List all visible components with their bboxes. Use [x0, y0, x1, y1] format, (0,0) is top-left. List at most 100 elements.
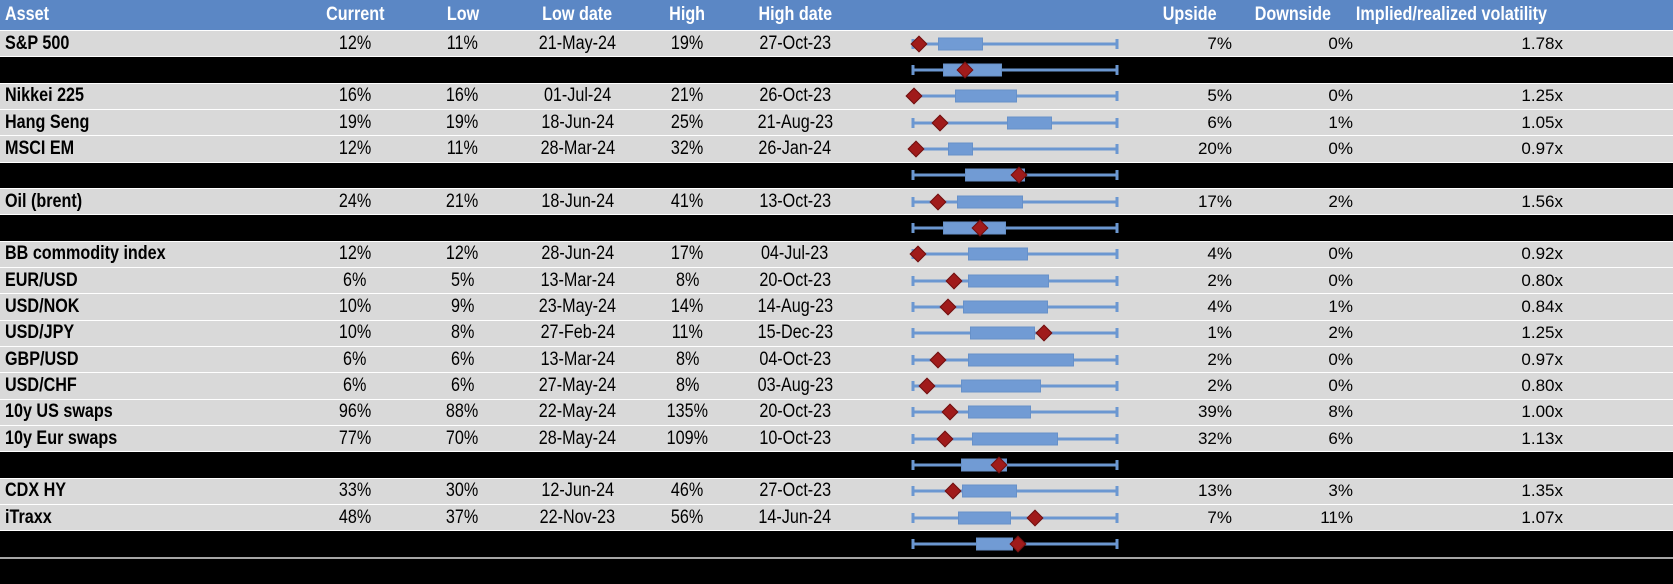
current-cell: 6% — [300, 373, 410, 398]
current-cell: 6% — [300, 347, 410, 372]
high_date-cell — [735, 531, 855, 556]
header-downside-label: Downside — [1254, 4, 1331, 25]
asset-value: Oil (brent) — [5, 190, 83, 212]
downside-cell — [1280, 163, 1400, 188]
vol-cell: 1.13x — [1400, 426, 1673, 451]
high-cell: 56% — [640, 505, 735, 530]
asset-cell: CDX HY — [0, 479, 300, 504]
high-cell: 109% — [640, 426, 735, 451]
header-low-label: Low — [446, 4, 479, 25]
upside-cell: 7% — [1160, 31, 1280, 56]
whisker-cap-low — [911, 328, 915, 339]
low-value: 11% — [446, 137, 479, 159]
low-value: 9% — [450, 295, 475, 317]
low_date-cell: 18-Jun-24 — [515, 189, 640, 214]
upside-cell: 7% — [1160, 505, 1280, 530]
downside-cell: 2% — [1280, 321, 1400, 346]
high_date-value: 10-Oct-23 — [759, 427, 831, 449]
low_date-cell: 01-Jul-24 — [515, 84, 640, 109]
low-value: 88% — [446, 401, 479, 423]
header-plot — [855, 0, 1160, 30]
plot-cell — [855, 31, 1160, 56]
header-low: Low — [410, 0, 515, 30]
high-cell — [640, 57, 735, 82]
whisker-line — [912, 68, 1118, 72]
vol-value: 0.84x — [1521, 296, 1563, 316]
vol-value: 0.97x — [1521, 138, 1563, 158]
upside-value: 1% — [1207, 323, 1232, 343]
vol-cell: 1.05x — [1400, 110, 1673, 135]
whisker-cap-high — [1115, 249, 1119, 260]
downside-cell: 0% — [1280, 268, 1400, 293]
iqr-box — [967, 405, 1032, 419]
upside-cell: 1% — [1160, 321, 1280, 346]
iqr-box — [976, 537, 1013, 551]
current-cell: 12% — [300, 136, 410, 161]
upside-value: 20% — [1197, 138, 1232, 158]
upside-value: 4% — [1207, 244, 1232, 264]
whisker-cap-high — [1115, 407, 1119, 418]
vol-cell: 1.25x — [1400, 321, 1673, 346]
upside-cell — [1160, 452, 1280, 477]
table-row: CDX HY 33% 30% 12-Jun-24 46% 27-Oct-23 13% 3% 1.… — [0, 477, 1673, 504]
high-value: 32% — [671, 137, 704, 159]
boxplot-track — [905, 452, 1125, 477]
low-cell: 6% — [410, 347, 515, 372]
plot-cell — [855, 452, 1160, 477]
whisker-cap-high — [1115, 328, 1119, 339]
high_date-value: 20-Oct-23 — [759, 269, 831, 291]
vol-cell: 0.80x — [1400, 373, 1673, 398]
downside-value: 0% — [1328, 349, 1353, 369]
low_date-cell: 22-May-24 — [515, 400, 640, 425]
upside-cell — [1160, 57, 1280, 82]
iqr-box — [961, 379, 1041, 393]
boxplot-track — [905, 136, 1125, 161]
plot-cell — [855, 57, 1160, 82]
upside-value: 39% — [1197, 402, 1232, 422]
vol-cell: 1.78x — [1400, 31, 1673, 56]
current-marker-diamond — [905, 87, 923, 105]
whisker-cap-low — [911, 170, 915, 181]
iqr-box — [961, 484, 1017, 498]
whisker-line — [912, 516, 1118, 520]
asset-value: USD/JPY — [5, 322, 75, 344]
low_date-cell — [515, 452, 640, 477]
low_date-value: 21-May-24 — [538, 32, 617, 54]
low_date-value: 12-Jun-24 — [541, 480, 614, 502]
whisker-cap-high — [1115, 486, 1119, 497]
high-cell — [640, 452, 735, 477]
upside-value: 7% — [1207, 33, 1232, 53]
current-marker-diamond — [936, 430, 954, 448]
vol-cell — [1400, 452, 1673, 477]
table-row: Oil (brent) 24% 21% 18-Jun-24 41% 13-Oct-23 17… — [0, 187, 1673, 215]
whisker-cap-high — [1115, 38, 1119, 49]
whisker-cap-high — [1115, 433, 1119, 444]
asset-cell: Nikkei 225 — [0, 84, 300, 109]
upside-cell — [1160, 215, 1280, 240]
low_date-value: 28-May-24 — [538, 427, 617, 449]
vol-cell — [1400, 57, 1673, 82]
current-marker-diamond — [907, 140, 925, 158]
low-cell: 6% — [410, 373, 515, 398]
upside-cell: 20% — [1160, 136, 1280, 161]
high-value: 46% — [671, 480, 704, 502]
current-value: 33% — [338, 480, 372, 502]
header-low_date-label: Low date — [542, 4, 613, 25]
boxplot-track — [905, 531, 1125, 556]
boxplot-track — [905, 321, 1125, 346]
high-value: 8% — [675, 374, 700, 396]
high-value: 14% — [671, 295, 704, 317]
low-value: 6% — [450, 348, 475, 370]
boxplot-track — [905, 479, 1125, 504]
plot-cell — [855, 242, 1160, 267]
upside-value: 2% — [1207, 270, 1232, 290]
boxplot-track — [905, 84, 1125, 109]
downside-value: 0% — [1328, 244, 1353, 264]
low_date-value: 13-Mar-24 — [540, 269, 615, 291]
current-value: 6% — [343, 348, 367, 370]
current-cell: 16% — [300, 84, 410, 109]
whisker-cap-high — [1115, 196, 1119, 207]
separator-row — [0, 451, 1673, 478]
asset-value: S&P 500 — [5, 32, 70, 54]
high_date-cell: 04-Oct-23 — [735, 347, 855, 372]
